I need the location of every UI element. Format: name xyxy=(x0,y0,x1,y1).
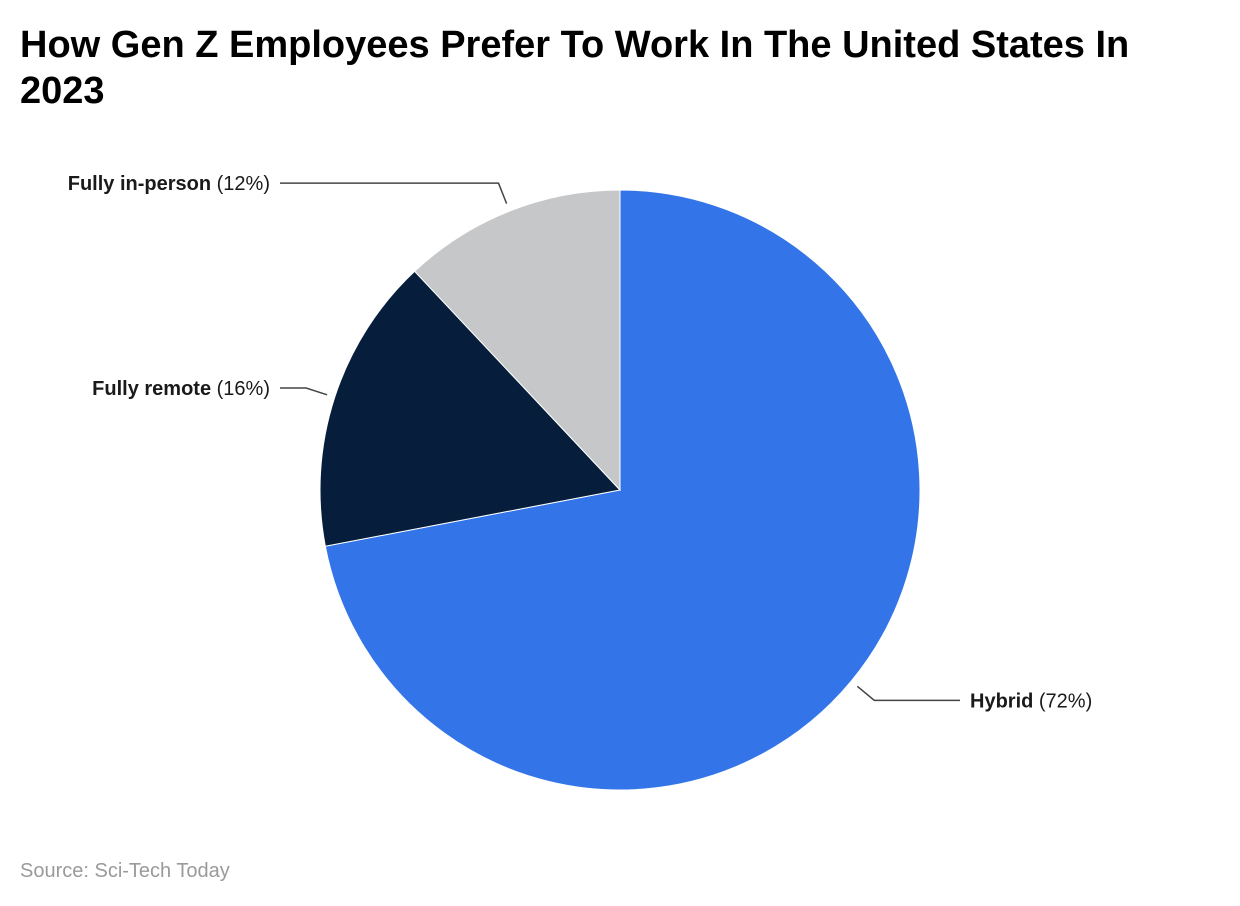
pie-slice-fully-remote xyxy=(319,270,621,547)
leader-line xyxy=(280,182,508,204)
chart-title: How Gen Z Employees Prefer To Work In Th… xyxy=(20,24,1130,112)
leader-lines xyxy=(280,182,960,702)
slice-label-value: (72%) xyxy=(1033,690,1092,712)
slice-label: Hybrid (72%) xyxy=(970,690,1092,712)
source-note: Source: Sci-Tech Today xyxy=(20,860,230,882)
slice-label: Fully remote (16%) xyxy=(92,378,270,400)
slice-label-name: Fully in-person xyxy=(68,173,211,195)
leader-line xyxy=(280,387,328,396)
pie-slice-fully-in-person xyxy=(413,189,621,492)
slice-label-value: (12%) xyxy=(211,173,270,195)
slice-label: Fully in-person (12%) xyxy=(68,173,270,195)
slice-label-value: (16%) xyxy=(211,378,270,400)
leader-line xyxy=(856,685,960,702)
slice-label-name: Fully remote xyxy=(92,378,211,400)
slice-label-name: Hybrid xyxy=(970,690,1033,712)
slice-labels: Hybrid (72%) Fully remote (16%) Fully in-p… xyxy=(68,173,1093,712)
pie-slices xyxy=(319,189,921,791)
pie-slice-hybrid xyxy=(324,189,921,791)
